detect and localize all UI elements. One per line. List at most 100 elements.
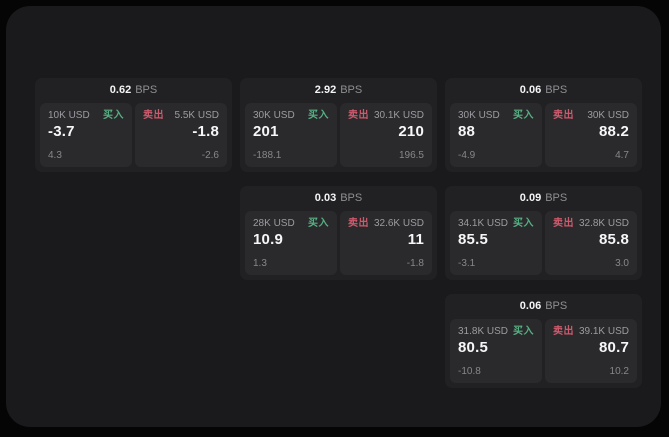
spread-value: 0.09	[519, 192, 542, 204]
sell-tile-header: 卖出 30K USD	[553, 110, 629, 121]
sell-delta: -2.6	[201, 150, 219, 161]
quote-card: 0.62 BPS 10K USD 买入 -3.7 4.3 卖出 5.5K USD…	[35, 78, 232, 172]
sell-quote-tile[interactable]: 卖出 30K USD 88.2 4.7	[545, 103, 637, 167]
sell-size-label: 39.1K USD	[578, 326, 629, 337]
buy-tile-header: 34.1K USD 买入	[458, 218, 534, 229]
sell-size-label: 32.8K USD	[578, 218, 629, 229]
buy-delta: -188.1	[253, 150, 282, 161]
sell-price: 88.2	[599, 123, 629, 140]
buy-tag: 买入	[308, 218, 329, 229]
sell-size-label: 32.6K USD	[373, 218, 424, 229]
buy-price: 201	[253, 123, 279, 140]
card-body: 31.8K USD 买入 80.5 -10.8 卖出 39.1K USD 80.…	[450, 319, 637, 383]
card-body: 10K USD 买入 -3.7 4.3 卖出 5.5K USD -1.8 -2.…	[40, 103, 227, 167]
buy-quote-tile[interactable]: 30K USD 买入 88 -4.9	[450, 103, 542, 167]
buy-tile-header: 28K USD 买入	[253, 218, 329, 229]
sell-tile-header: 卖出 5.5K USD	[143, 110, 219, 121]
sell-tag: 卖出	[348, 218, 369, 229]
buy-size-label: 34.1K USD	[458, 218, 509, 229]
sell-delta: 4.7	[615, 150, 629, 161]
sell-tile-header: 卖出 39.1K USD	[553, 326, 629, 337]
bps-unit-label: BPS	[545, 84, 568, 96]
buy-price: 10.9	[253, 231, 283, 248]
buy-quote-tile[interactable]: 28K USD 买入 10.9 1.3	[245, 211, 337, 275]
buy-delta: -3.1	[458, 258, 476, 269]
sell-price: 210	[398, 123, 424, 140]
buy-tag: 买入	[513, 218, 534, 229]
bps-unit-label: BPS	[545, 300, 568, 312]
buy-delta: -10.8	[458, 366, 481, 377]
buy-price: 88	[458, 123, 476, 140]
sell-delta: 3.0	[615, 258, 629, 269]
sell-size-label: 5.5K USD	[174, 110, 219, 121]
bps-unit-label: BPS	[135, 84, 158, 96]
spread-value: 0.06	[519, 300, 542, 312]
spread-value: 0.06	[519, 84, 542, 96]
buy-price: -3.7	[48, 123, 75, 140]
buy-delta: 1.3	[253, 258, 267, 269]
card-spread-header: 0.09 BPS	[450, 186, 637, 211]
buy-size-label: 10K USD	[48, 110, 90, 121]
sell-size-label: 30K USD	[587, 110, 629, 121]
sell-price: 85.8	[599, 231, 629, 248]
bps-unit-label: BPS	[545, 192, 568, 204]
spread-value: 2.92	[314, 84, 337, 96]
buy-tag: 买入	[513, 326, 534, 337]
sell-tag: 卖出	[553, 218, 574, 229]
bps-unit-label: BPS	[340, 84, 363, 96]
card-body: 30K USD 买入 201 -188.1 卖出 30.1K USD 210 1…	[245, 103, 432, 167]
sell-tag: 卖出	[553, 326, 574, 337]
sell-tag: 卖出	[553, 110, 574, 121]
card-spread-header: 0.03 BPS	[245, 186, 432, 211]
sell-tile-header: 卖出 30.1K USD	[348, 110, 424, 121]
sell-quote-tile[interactable]: 卖出 5.5K USD -1.8 -2.6	[135, 103, 227, 167]
bps-unit-label: BPS	[340, 192, 363, 204]
buy-quote-tile[interactable]: 31.8K USD 买入 80.5 -10.8	[450, 319, 542, 383]
quote-card: 0.03 BPS 28K USD 买入 10.9 1.3 卖出 32.6K US…	[240, 186, 437, 280]
quote-card: 0.09 BPS 34.1K USD 买入 85.5 -3.1 卖出 32.8K…	[445, 186, 642, 280]
sell-quote-tile[interactable]: 卖出 39.1K USD 80.7 10.2	[545, 319, 637, 383]
buy-tag: 买入	[513, 110, 534, 121]
card-body: 34.1K USD 买入 85.5 -3.1 卖出 32.8K USD 85.8…	[450, 211, 637, 275]
buy-quote-tile[interactable]: 30K USD 买入 201 -188.1	[245, 103, 337, 167]
sell-price: 80.7	[599, 339, 629, 356]
quote-card: 0.06 BPS 30K USD 买入 88 -4.9 卖出 30K USD 8…	[445, 78, 642, 172]
buy-tile-header: 30K USD 买入	[458, 110, 534, 121]
buy-size-label: 31.8K USD	[458, 326, 509, 337]
buy-quote-tile[interactable]: 10K USD 买入 -3.7 4.3	[40, 103, 132, 167]
buy-tile-header: 30K USD 买入	[253, 110, 329, 121]
buy-tile-header: 31.8K USD 买入	[458, 326, 534, 337]
card-body: 28K USD 买入 10.9 1.3 卖出 32.6K USD 11 -1.8	[245, 211, 432, 275]
quote-board-panel: 0.62 BPS 10K USD 买入 -3.7 4.3 卖出 5.5K USD…	[6, 6, 661, 427]
buy-size-label: 30K USD	[458, 110, 500, 121]
quote-card: 2.92 BPS 30K USD 买入 201 -188.1 卖出 30.1K …	[240, 78, 437, 172]
buy-price: 80.5	[458, 339, 488, 356]
sell-tile-header: 卖出 32.8K USD	[553, 218, 629, 229]
quote-card: 0.06 BPS 31.8K USD 买入 80.5 -10.8 卖出 39.1…	[445, 294, 642, 388]
buy-delta: 4.3	[48, 150, 62, 161]
buy-tile-header: 10K USD 买入	[48, 110, 124, 121]
buy-delta: -4.9	[458, 150, 476, 161]
sell-delta: -1.8	[406, 258, 424, 269]
card-body: 30K USD 买入 88 -4.9 卖出 30K USD 88.2 4.7	[450, 103, 637, 167]
buy-quote-tile[interactable]: 34.1K USD 买入 85.5 -3.1	[450, 211, 542, 275]
sell-quote-tile[interactable]: 卖出 32.8K USD 85.8 3.0	[545, 211, 637, 275]
sell-delta: 196.5	[398, 150, 424, 161]
sell-price: -1.8	[192, 123, 219, 140]
buy-tag: 买入	[308, 110, 329, 121]
buy-size-label: 30K USD	[253, 110, 295, 121]
sell-delta: 10.2	[609, 366, 629, 377]
sell-tag: 卖出	[143, 110, 164, 121]
sell-tile-header: 卖出 32.6K USD	[348, 218, 424, 229]
sell-size-label: 30.1K USD	[373, 110, 424, 121]
buy-size-label: 28K USD	[253, 218, 295, 229]
card-spread-header: 0.62 BPS	[40, 78, 227, 103]
sell-quote-tile[interactable]: 卖出 32.6K USD 11 -1.8	[340, 211, 432, 275]
buy-tag: 买入	[103, 110, 124, 121]
sell-price: 11	[407, 231, 424, 248]
card-spread-header: 0.06 BPS	[450, 78, 637, 103]
sell-quote-tile[interactable]: 卖出 30.1K USD 210 196.5	[340, 103, 432, 167]
quote-cards-grid: 0.62 BPS 10K USD 买入 -3.7 4.3 卖出 5.5K USD…	[35, 78, 642, 388]
sell-tag: 卖出	[348, 110, 369, 121]
